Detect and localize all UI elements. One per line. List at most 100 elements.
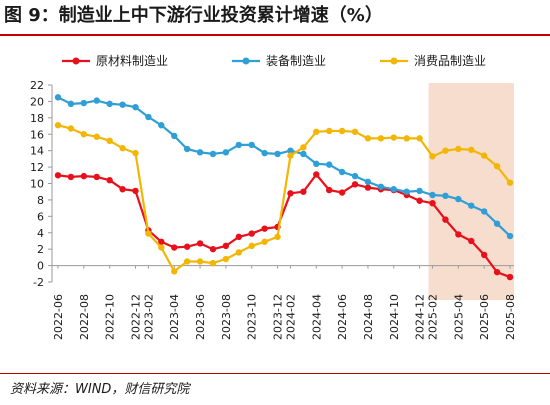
series-2-point <box>274 150 281 158</box>
x-tick-label: 2024-10 <box>388 294 401 340</box>
series-3-point <box>480 152 488 159</box>
series-3-point <box>313 128 320 135</box>
series-1-point <box>493 268 501 276</box>
x-tick-label: 2025-04 <box>452 294 465 340</box>
series-2-point <box>351 172 359 180</box>
series-1-point <box>171 244 178 251</box>
y-tick-label: 8 <box>37 194 44 207</box>
x-tick-label: 2022-06 <box>52 294 65 340</box>
series-2-point <box>196 149 204 156</box>
legend: 原材料制造业 装备制造业 消费品制造业 <box>62 54 486 68</box>
legend-label: 消费品制造业 <box>414 54 486 68</box>
series-3-point <box>416 135 423 142</box>
series-2-point <box>338 168 346 176</box>
series-2-point <box>403 188 410 195</box>
x-tick-label: 2025-02 <box>427 294 440 340</box>
y-tick-label: 20 <box>30 95 44 108</box>
series-3-point <box>351 128 359 135</box>
y-tick-label: 0 <box>37 260 44 273</box>
y-tick-label: -2 <box>33 276 44 289</box>
x-tick-label: 2025-08 <box>504 294 517 340</box>
series-1-point <box>119 186 126 193</box>
series-2-point <box>480 208 488 215</box>
highlight-region-layer <box>428 83 514 300</box>
series-2-point <box>67 100 75 108</box>
series-1-point <box>429 200 436 207</box>
source-note: 资料来源：WIND，财信研究院 <box>10 382 190 397</box>
series-2-point <box>300 150 307 158</box>
highlight-region <box>428 83 514 300</box>
series-3-point <box>235 249 242 256</box>
legend-label: 装备制造业 <box>266 54 326 68</box>
x-tick-label: 2023-08 <box>220 294 233 340</box>
series-1-point <box>93 173 100 181</box>
x-tick-label: 2022-10 <box>104 294 117 340</box>
series-1-point <box>364 184 372 191</box>
series-3-point <box>338 127 346 135</box>
y-tick-label: 10 <box>30 178 44 191</box>
series-1-point <box>209 245 217 253</box>
series-1-point <box>106 177 113 184</box>
x-tick-label: 2024-08 <box>362 294 375 340</box>
source-rule <box>0 373 550 374</box>
x-tick-label: 2023-12 <box>272 294 285 340</box>
line-chart: -2 0 2 4 6 8 10 12 14 16 18 20 22 2022-06 2022-08 2022-… <box>30 54 517 340</box>
series-3-point <box>132 149 139 157</box>
series-3-point <box>93 133 100 140</box>
x-tick-label: 2023-04 <box>168 294 181 340</box>
series-1-point <box>300 188 307 195</box>
series-3-point <box>493 163 501 170</box>
x-tick-label: 2024-02 <box>284 294 297 340</box>
series-1-point <box>468 237 475 245</box>
series-2-point <box>183 145 191 153</box>
series-3-point <box>209 259 217 267</box>
series-3-point <box>468 146 475 154</box>
x-tick-label: 2023-02 <box>142 294 155 340</box>
series-3-point <box>506 179 514 186</box>
series-1-point <box>416 197 423 204</box>
x-tick-label: 2025-06 <box>478 294 491 340</box>
series-3-point <box>390 134 397 141</box>
series-2-point <box>54 94 62 101</box>
series-2-point <box>235 141 242 149</box>
series-2-point <box>93 97 100 104</box>
series-3-point <box>300 144 307 151</box>
series-1-point <box>54 172 62 179</box>
series-1-point <box>455 231 462 238</box>
series-2-point <box>261 149 268 157</box>
series-1-point <box>326 186 333 194</box>
series-3-point <box>248 242 255 250</box>
series-3-point <box>67 125 75 132</box>
series-1-point <box>248 230 255 237</box>
series-2-point <box>506 232 514 240</box>
series-layer <box>54 94 514 281</box>
series-3-point <box>222 255 230 263</box>
title-rule <box>0 34 550 36</box>
figure-title: 图 9：制造业上中下游行业投资累计增速（%） <box>4 5 383 26</box>
series-1-point <box>132 187 139 195</box>
x-tick-label: 2024-12 <box>414 294 427 340</box>
series-1-point <box>80 172 88 180</box>
series-1-point <box>313 171 320 178</box>
series-2-point <box>132 103 139 111</box>
series-2-point <box>390 186 397 193</box>
series-1-point <box>351 181 359 188</box>
series-3-point <box>326 127 333 135</box>
series-3-point <box>429 153 436 160</box>
x-tick-label: 2022-08 <box>78 294 91 340</box>
series-3-point <box>196 258 204 265</box>
series-1-point <box>67 173 75 181</box>
series-3-point <box>145 230 152 237</box>
legend-swatch-marker <box>242 57 250 65</box>
series-2-point <box>248 141 255 149</box>
series-1-point <box>480 251 488 259</box>
series-1-point <box>222 242 230 250</box>
series-2-point <box>313 160 320 167</box>
series-2-point <box>209 150 217 158</box>
y-tick-label: 4 <box>37 227 44 240</box>
series-3-point <box>80 131 88 138</box>
series-1-point <box>183 243 191 250</box>
x-tick-label: 2023-06 <box>194 294 207 340</box>
series-3-point <box>158 244 165 251</box>
series-2-point <box>493 220 501 227</box>
